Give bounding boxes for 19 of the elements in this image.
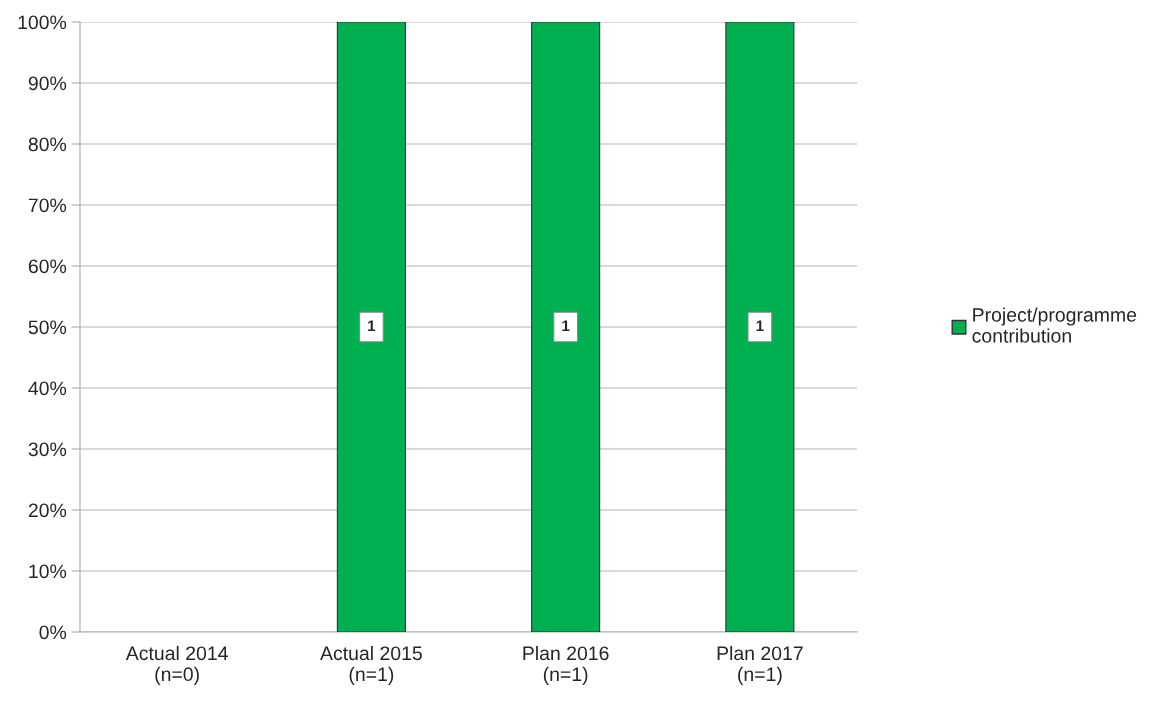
y-tick-label: 0%: [39, 625, 67, 640]
y-tick-label: 10%: [29, 564, 67, 579]
annotation: 1: [562, 320, 570, 331]
y-tick-label: 80%: [28, 137, 67, 152]
y-tick-label: 20%: [28, 503, 67, 518]
x-tick-label: Actual 2014 (n=0): [125, 645, 228, 685]
y-tick-label: 40%: [28, 381, 67, 396]
y-tick-label: 100%: [18, 15, 67, 30]
annotation: 1: [368, 320, 376, 331]
y-tick-label: 50%: [28, 320, 67, 335]
y-tick-label: 60%: [28, 259, 67, 274]
annotation: 1: [756, 320, 764, 331]
x-tick-label: Plan 2017 (n=1): [717, 645, 803, 685]
legend-label: Project/programme contribution: [972, 307, 1137, 343]
y-tick-label: 70%: [28, 198, 67, 213]
y-tick-label: 90%: [28, 76, 67, 91]
x-tick-label: Actual 2015 (n=1): [320, 645, 422, 685]
x-tick-label: Plan 2016 (n=1): [523, 645, 609, 685]
y-tick-label: 30%: [28, 442, 67, 457]
